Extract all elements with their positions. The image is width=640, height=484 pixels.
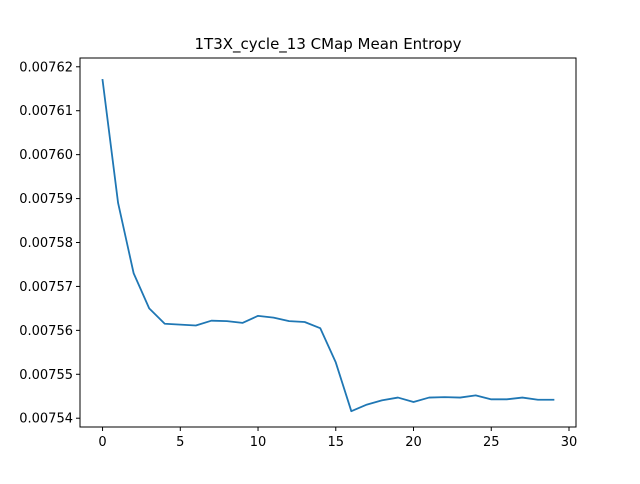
y-tick-label: 0.00758 [19,236,73,251]
y-tick-label: 0.00760 [19,148,73,163]
y-tick-label: 0.00762 [19,60,73,75]
x-tick-label: 25 [483,435,500,450]
y-tick-label: 0.00757 [19,280,73,295]
x-tick-label: 30 [561,435,578,450]
x-tick-label: 10 [250,435,267,450]
x-tick-label: 5 [176,435,184,450]
y-tick-label: 0.00761 [19,104,73,119]
y-tick-label: 0.00759 [19,192,73,207]
chart-title: 1T3X_cycle_13 CMap Mean Entropy [195,35,462,54]
y-tick-label: 0.00756 [19,324,73,339]
y-tick-label: 0.00754 [19,412,73,427]
y-tick-label: 0.00755 [19,368,73,383]
x-tick-label: 20 [405,435,422,450]
x-tick-label: 0 [98,435,106,450]
x-tick-label: 15 [328,435,345,450]
